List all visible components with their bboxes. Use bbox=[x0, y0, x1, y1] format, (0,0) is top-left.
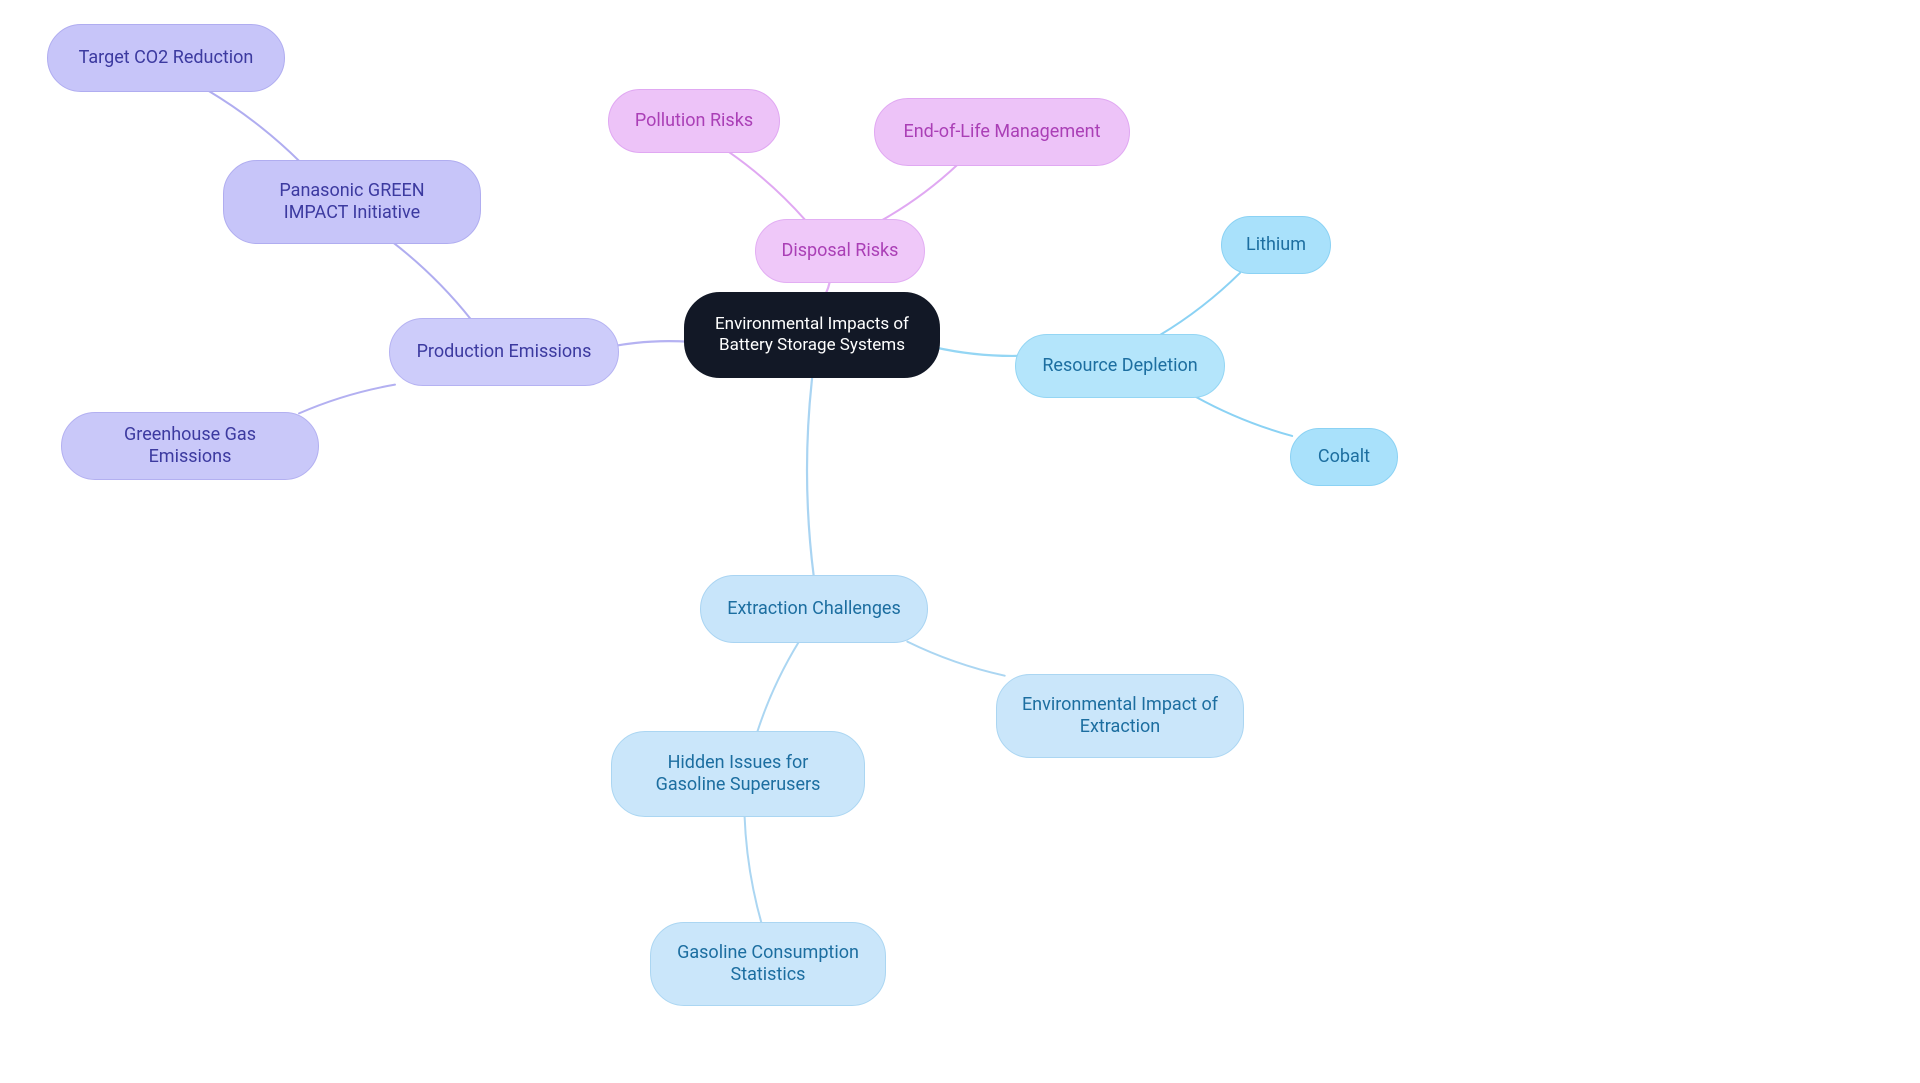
node-panasonic-label: Panasonic GREEN IMPACT Initiative bbox=[246, 180, 458, 225]
node-extraction[interactable]: Extraction Challenges bbox=[700, 575, 928, 643]
edge-root-production bbox=[614, 341, 689, 346]
node-resource-label: Resource Depletion bbox=[1042, 355, 1197, 378]
node-endoflife[interactable]: End-of-Life Management bbox=[874, 98, 1130, 166]
edge-extraction-hidden bbox=[757, 642, 799, 733]
node-target-label: Target CO2 Reduction bbox=[79, 47, 254, 70]
edge-resource-lithium bbox=[1160, 273, 1241, 335]
node-pollution[interactable]: Pollution Risks bbox=[608, 89, 780, 153]
node-hidden-label: Hidden Issues for Gasoline Superusers bbox=[634, 752, 842, 797]
node-lithium-label: Lithium bbox=[1246, 234, 1306, 257]
edge-hidden-gasoline bbox=[745, 815, 762, 923]
node-root-label: Environmental Impacts of Battery Storage… bbox=[707, 314, 917, 357]
node-gasoline-label: Gasoline Consumption Statistics bbox=[673, 942, 863, 987]
node-root[interactable]: Environmental Impacts of Battery Storage… bbox=[684, 292, 940, 378]
node-disposal-label: Disposal Risks bbox=[782, 240, 899, 263]
node-cobalt[interactable]: Cobalt bbox=[1290, 428, 1398, 486]
node-target[interactable]: Target CO2 Reduction bbox=[47, 24, 285, 92]
edge-panasonic-target bbox=[208, 91, 300, 162]
node-envimpact[interactable]: Environmental Impact of Extraction bbox=[996, 674, 1244, 758]
node-hidden[interactable]: Hidden Issues for Gasoline Superusers bbox=[611, 731, 865, 817]
node-pollution-label: Pollution Risks bbox=[635, 110, 753, 133]
node-endoflife-label: End-of-Life Management bbox=[904, 121, 1101, 144]
edge-root-resource bbox=[935, 347, 1019, 356]
node-ghg[interactable]: Greenhouse Gas Emissions bbox=[61, 412, 319, 480]
node-cobalt-label: Cobalt bbox=[1318, 446, 1370, 469]
edge-disposal-pollution bbox=[729, 152, 806, 221]
edge-root-extraction bbox=[807, 376, 814, 576]
node-production[interactable]: Production Emissions bbox=[389, 318, 619, 386]
node-gasoline[interactable]: Gasoline Consumption Statistics bbox=[650, 922, 886, 1006]
edge-production-panasonic bbox=[393, 242, 471, 319]
node-envimpact-label: Environmental Impact of Extraction bbox=[1019, 694, 1221, 739]
edge-disposal-endoflife bbox=[882, 165, 958, 221]
node-disposal[interactable]: Disposal Risks bbox=[755, 219, 925, 283]
node-panasonic[interactable]: Panasonic GREEN IMPACT Initiative bbox=[223, 160, 481, 244]
node-resource[interactable]: Resource Depletion bbox=[1015, 334, 1225, 398]
edge-extraction-envimpact bbox=[907, 642, 1004, 676]
node-lithium[interactable]: Lithium bbox=[1221, 216, 1331, 274]
node-production-label: Production Emissions bbox=[417, 341, 592, 364]
mindmap-canvas: Environmental Impacts of Battery Storage… bbox=[0, 0, 1920, 1083]
node-ghg-label: Greenhouse Gas Emissions bbox=[84, 424, 296, 469]
edge-resource-cobalt bbox=[1196, 397, 1293, 436]
node-extraction-label: Extraction Challenges bbox=[727, 598, 901, 621]
edge-production-ghg bbox=[299, 385, 395, 414]
